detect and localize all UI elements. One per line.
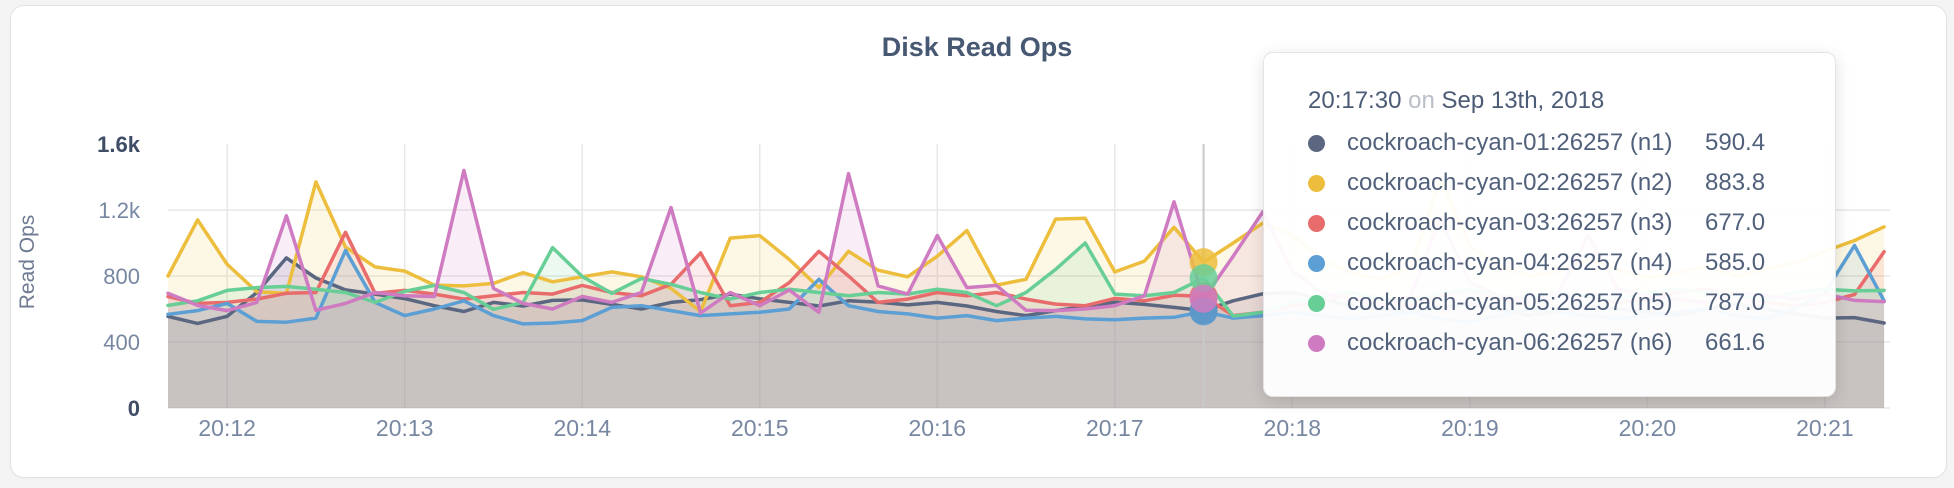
- x-tick-label: 20:13: [376, 415, 434, 441]
- tooltip-date: Sep 13th, 2018: [1441, 87, 1605, 114]
- y-tick-label: 1.2k: [98, 198, 141, 223]
- tooltip-header: 20:17:30 on Sep 13th, 2018: [1308, 87, 1819, 115]
- tooltip-on-text: on: [1408, 87, 1435, 114]
- y-tick-label: 0: [128, 396, 140, 421]
- series-dot-icon: [1308, 214, 1325, 232]
- tooltip-row: cockroach-cyan-05:26257 (n5) 787.0: [1308, 283, 1819, 323]
- tooltip-row: cockroach-cyan-04:26257 (n4) 585.0: [1308, 243, 1819, 283]
- x-tick-label: 20:16: [908, 415, 966, 441]
- tooltip-time: 20:17:30: [1308, 87, 1402, 114]
- series-label: cockroach-cyan-05:26257 (n5): [1347, 289, 1673, 316]
- x-tick-label: 20:19: [1441, 415, 1499, 441]
- series-label: cockroach-cyan-04:26257 (n4): [1347, 249, 1673, 276]
- series-dot-icon: [1308, 134, 1325, 152]
- tooltip-rows: cockroach-cyan-01:26257 (n1) 590.4 cockroa…: [1264, 123, 1835, 363]
- series-dot-icon: [1308, 174, 1325, 192]
- x-tick-label: 20:17: [1086, 415, 1144, 441]
- series-value: 787.0: [1705, 289, 1766, 316]
- x-tick-label: 20:20: [1619, 415, 1677, 441]
- hover-dot-n6: [1189, 284, 1218, 313]
- series-value: 590.4: [1705, 129, 1766, 156]
- chart-title: Disk Read Ops: [881, 32, 1073, 62]
- series-dot-icon: [1308, 254, 1325, 272]
- y-tick-label: 400: [103, 330, 140, 355]
- x-tick-label: 20:12: [198, 415, 256, 441]
- series-label: cockroach-cyan-01:26257 (n1): [1347, 129, 1673, 156]
- series-dot-icon: [1308, 334, 1325, 352]
- series-value: 677.0: [1705, 209, 1766, 236]
- series-label: cockroach-cyan-03:26257 (n3): [1347, 209, 1673, 236]
- x-tick-label: 20:18: [1264, 415, 1322, 441]
- y-tick-label: 800: [103, 264, 140, 289]
- hover-tooltip: 20:17:30 on Sep 13th, 2018 cockroach-cya…: [1263, 52, 1836, 397]
- tooltip-row: cockroach-cyan-06:26257 (n6) 661.6: [1308, 323, 1819, 363]
- hover-dot-n5: [1189, 264, 1218, 293]
- series-dot-icon: [1308, 294, 1325, 312]
- x-tick-label: 20:21: [1796, 415, 1854, 441]
- series-value: 883.8: [1705, 169, 1766, 196]
- series-label: cockroach-cyan-02:26257 (n2): [1347, 169, 1673, 196]
- tooltip-row: cockroach-cyan-02:26257 (n2) 883.8: [1308, 163, 1819, 203]
- x-tick-label: 20:14: [553, 415, 611, 441]
- tooltip-row: cockroach-cyan-03:26257 (n3) 677.0: [1308, 203, 1819, 243]
- series-value: 661.6: [1705, 329, 1766, 356]
- tooltip-row: cockroach-cyan-01:26257 (n1) 590.4: [1308, 123, 1819, 163]
- series-value: 585.0: [1705, 249, 1766, 276]
- x-tick-label: 20:15: [731, 415, 789, 441]
- y-tick-label: 1.6k: [97, 132, 141, 157]
- series-label: cockroach-cyan-06:26257 (n6): [1347, 329, 1673, 356]
- y-axis-label: Read Ops: [16, 215, 39, 310]
